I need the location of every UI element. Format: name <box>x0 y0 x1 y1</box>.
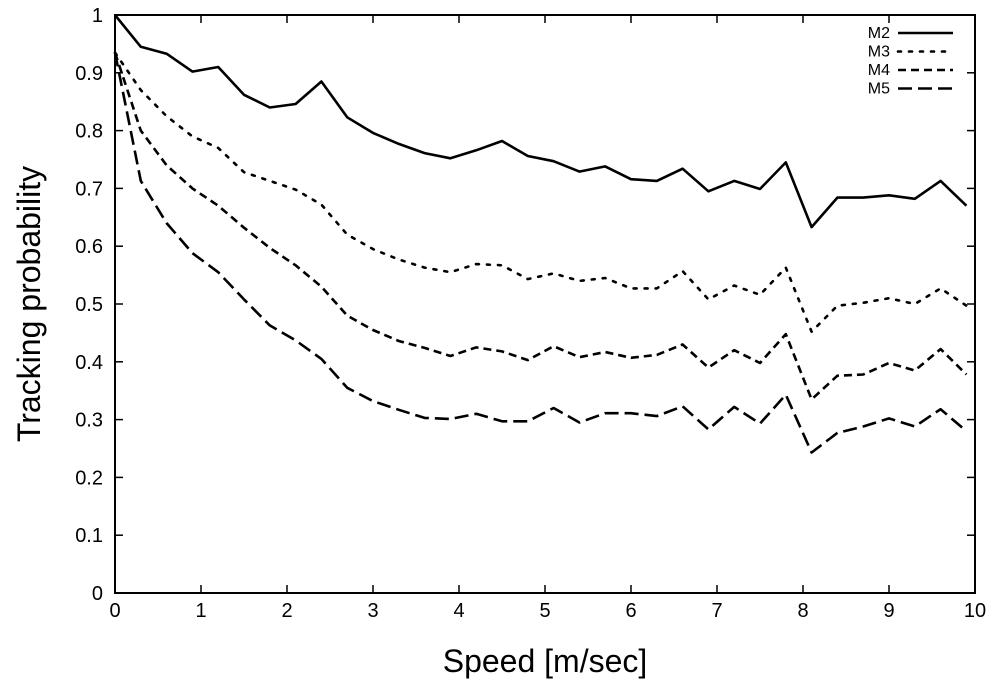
y-tick-label: 0.4 <box>75 352 103 374</box>
legend-label-m3: M3 <box>868 44 890 61</box>
axis-ticks <box>114 14 976 594</box>
plot-frame <box>114 14 976 594</box>
x-tick-label: 4 <box>453 600 464 622</box>
x-tick-label: 9 <box>883 600 894 622</box>
x-tick-label: 0 <box>109 600 120 622</box>
x-tick-label: 2 <box>281 600 292 622</box>
legend-label-m4: M4 <box>868 62 890 79</box>
series-line-m2 <box>113 14 968 229</box>
y-tick-label: 0.5 <box>75 294 103 316</box>
x-axis-title: Speed [m/sec] <box>443 643 648 679</box>
series-line-m5 <box>113 52 968 454</box>
y-tick-label: 0 <box>92 583 103 605</box>
axis-tick-labels: 0 1 2 3 4 5 6 7 8 9 10 0 0.1 0.2 0.3 0.4 0.5 0.6 0.7 0.8 0.9… <box>75 5 986 622</box>
y-tick-label: 0.9 <box>75 63 103 85</box>
x-tick-label: 1 <box>195 600 206 622</box>
x-tick-label: 7 <box>711 600 722 622</box>
x-tick-label: 6 <box>625 600 636 622</box>
y-tick-label: 1 <box>92 5 103 27</box>
y-axis-title: Tracking probability <box>11 166 47 442</box>
legend-label-m2: M2 <box>868 25 890 42</box>
x-tick-label: 5 <box>539 600 550 622</box>
legend-label-m5: M5 <box>868 81 890 98</box>
y-tick-label: 0.2 <box>75 467 103 489</box>
y-tick-label: 0.7 <box>75 178 103 200</box>
series-line-m3 <box>113 51 968 334</box>
series-lines <box>113 14 968 454</box>
x-tick-label: 3 <box>367 600 378 622</box>
x-tick-label: 8 <box>797 600 808 622</box>
y-tick-label: 0.8 <box>75 121 103 143</box>
y-tick-label: 0.6 <box>75 236 103 258</box>
x-tick-label: 10 <box>964 600 986 622</box>
series-line-m4 <box>113 52 968 401</box>
y-tick-label: 0.1 <box>75 525 103 547</box>
y-tick-label: 0.3 <box>75 410 103 432</box>
